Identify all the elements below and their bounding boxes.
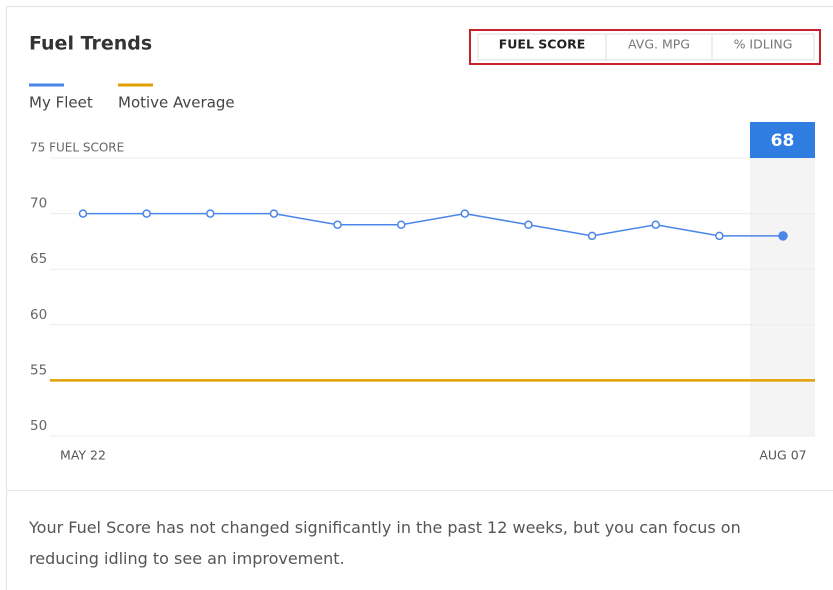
tab-bar	[477, 33, 815, 61]
latest-column	[750, 158, 815, 436]
point	[651, 220, 660, 229]
chart: Fuel Trends FUEL SCORE AVG. MPG % IDLING My…	[29, 29, 821, 463]
separator	[7, 490, 833, 491]
x-tick-label: AUG 07	[759, 448, 806, 463]
tab[interactable]: AVG. MPG	[628, 37, 690, 52]
y-tick-label: 70	[30, 196, 47, 212]
point	[396, 220, 406, 229]
series-line	[83, 212, 783, 237]
point	[78, 209, 88, 218]
point	[269, 209, 279, 218]
tab[interactable]: % IDLING	[734, 37, 793, 52]
highlight-box	[469, 29, 821, 65]
y-tick-label: 60	[30, 307, 47, 323]
point	[715, 231, 724, 241]
point	[460, 209, 470, 218]
y-tick-label: 55	[30, 362, 47, 378]
legend-label: My Fleet	[29, 94, 93, 112]
y-tick-label: 50	[30, 418, 47, 434]
title: Fuel Trends	[29, 33, 152, 55]
card	[6, 6, 833, 590]
x-tick-label: MAY 22	[60, 448, 106, 463]
latest-badge	[750, 122, 815, 158]
footer-text: Your Fuel Score has not changed signific…	[29, 518, 741, 568]
legend-label: Motive Average	[118, 94, 235, 112]
point	[587, 231, 597, 241]
latest-value: 68	[771, 131, 795, 151]
point	[142, 209, 151, 218]
tab[interactable]: FUEL SCORE	[499, 37, 586, 52]
point	[206, 209, 215, 218]
point	[524, 220, 533, 229]
point	[333, 220, 342, 229]
y-tick-label: 65	[30, 251, 47, 267]
point	[778, 231, 788, 241]
y-tick-label: 75 FUEL SCORE	[30, 141, 124, 155]
